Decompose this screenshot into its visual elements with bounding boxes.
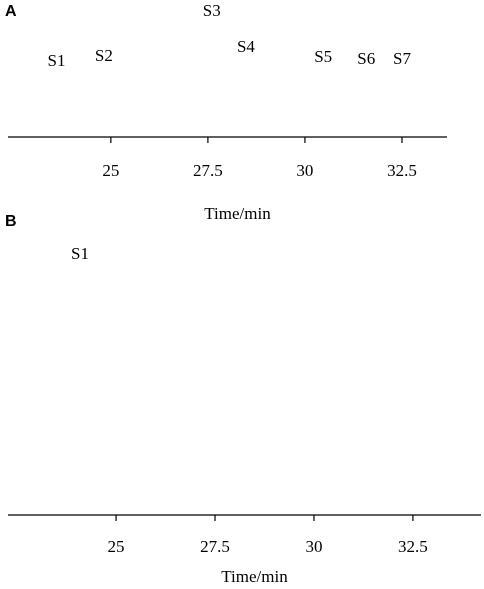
x-tick-label: 30 [296,161,313,180]
peak-label: S6 [357,49,375,68]
peak-label: S1 [71,244,89,263]
x-tick-label: 25 [108,537,125,556]
peak-label: S2 [95,46,113,65]
panel-label: A [5,3,17,20]
x-tick-label: 32.5 [387,161,417,180]
peak-label: S5 [314,47,332,66]
x-tick-label: 32.5 [398,537,428,556]
peak-label: S1 [48,51,66,70]
x-tick-label: 25 [102,161,119,180]
peak-label: S3 [203,1,221,20]
peak-label: S7 [393,49,411,68]
x-tick-label: 27.5 [200,537,230,556]
x-axis-label: Time/min [204,204,271,223]
x-tick-label: 27.5 [193,161,223,180]
panel-label: B [5,213,17,230]
peak-label: S4 [237,37,255,56]
x-tick-label: 30 [305,537,322,556]
x-axis-label: Time/min [221,567,288,586]
